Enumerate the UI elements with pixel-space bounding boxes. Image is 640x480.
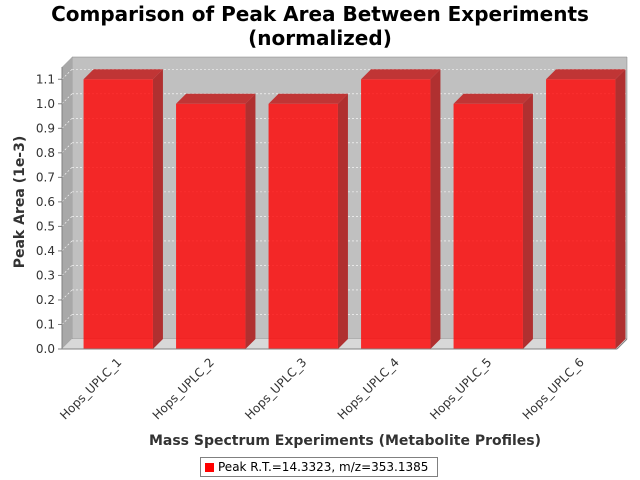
- legend-label: Peak R.T.=14.3323, m/z=353.1385: [218, 460, 429, 474]
- bar-top: [361, 69, 441, 80]
- bar-side: [615, 69, 626, 350]
- bar-front: [176, 103, 246, 349]
- bar-side: [337, 93, 348, 349]
- bar-side: [152, 69, 163, 350]
- y-tick-label: 0.6: [36, 195, 55, 209]
- x-tick-label: Hops_UPLC_2: [150, 355, 217, 422]
- y-axis: 0.0 0.1 0.2 0.3 0.4 0.5 0.6 0.7 0.8 0.9 1.0 1.1: [36, 67, 63, 356]
- gridlines: [61, 68, 627, 325]
- bar-front: [83, 79, 153, 350]
- x-axis: Hops_UPLC_1 Hops_UPLC_2 Hops_UPLC_3 Hops_UP…: [57, 338, 628, 422]
- x-tick-label: Hops_UPLC_4: [335, 355, 402, 422]
- y-tick-label: 0.7: [36, 170, 55, 184]
- bar-front: [546, 79, 616, 350]
- y-tick-label: 1.0: [36, 97, 55, 111]
- chart-title: Comparison of Peak Area Between Experime…: [0, 2, 640, 50]
- y-tick-label: 1.1: [36, 72, 55, 86]
- y-tick-label: 0.9: [36, 121, 55, 135]
- bar-top: [176, 93, 256, 104]
- y-tick-label: 0.0: [36, 342, 55, 356]
- bar-front: [268, 103, 338, 349]
- y-tick-label: 0.2: [36, 293, 55, 307]
- chart-title-line-2: (normalized): [248, 26, 392, 50]
- bar: [268, 93, 348, 349]
- bar-top: [83, 69, 163, 80]
- x-tick-label: Hops_UPLC_1: [57, 355, 124, 422]
- legend: Peak R.T.=14.3323, m/z=353.1385: [200, 457, 438, 477]
- bar: [453, 93, 533, 349]
- bar-top: [268, 93, 348, 104]
- bar: [176, 93, 256, 349]
- bar: [361, 69, 441, 350]
- bar-top: [453, 93, 533, 104]
- y-tick-label: 0.5: [36, 219, 55, 233]
- x-tick-label: Hops_UPLC_6: [520, 355, 587, 422]
- x-axis-depth-line: [616, 338, 628, 350]
- bars: [83, 69, 626, 350]
- bar: [546, 69, 626, 350]
- bar-front: [453, 103, 523, 349]
- y-axis-title: Peak Area (1e-3): [12, 136, 28, 269]
- x-tick-label: Hops_UPLC_3: [242, 355, 309, 422]
- x-tick-label: Hops_UPLC_5: [427, 355, 494, 422]
- plot-left-wall: [62, 57, 72, 349]
- bar-side: [245, 93, 256, 349]
- y-tick-label: 0.4: [36, 244, 55, 258]
- bar-front: [361, 79, 431, 350]
- legend-swatch: [205, 462, 214, 472]
- bar-side: [430, 69, 441, 350]
- x-axis-title: Mass Spectrum Experiments (Metabolite Pr…: [149, 433, 541, 449]
- bar-top: [546, 69, 626, 80]
- y-tick-label: 0.3: [36, 268, 55, 282]
- bar-side: [522, 93, 533, 349]
- chart-title-line-1: Comparison of Peak Area Between Experime…: [51, 2, 589, 26]
- y-tick-label: 0.1: [36, 317, 55, 331]
- y-tick-label: 0.8: [36, 146, 55, 160]
- bar: [83, 69, 163, 350]
